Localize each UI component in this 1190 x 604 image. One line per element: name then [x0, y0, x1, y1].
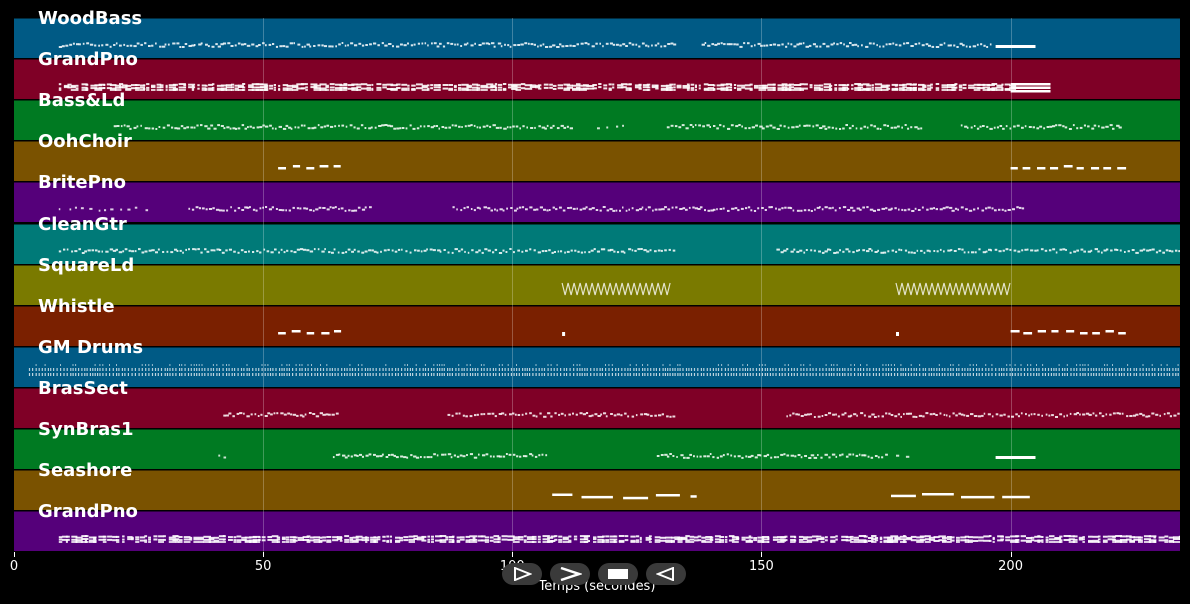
note-segment [58, 83, 1017, 92]
track-row[interactable] [14, 470, 1180, 511]
note-segment [58, 207, 149, 213]
note-segment [960, 124, 1122, 131]
transport-controls [502, 563, 686, 587]
note-segment [1010, 165, 1127, 170]
track-row[interactable] [14, 305, 1180, 346]
track-row[interactable] [14, 100, 1180, 141]
x-tick-label: 0 [9, 559, 19, 574]
x-tick-label: 200 [998, 559, 1023, 574]
grid-line [761, 18, 763, 552]
note-segment [701, 42, 992, 48]
track-row[interactable] [14, 18, 1180, 58]
stop-icon [608, 569, 628, 579]
track-notes [58, 83, 1051, 93]
track-row[interactable] [14, 511, 1180, 552]
note-segment [58, 247, 676, 254]
play-from-start-icon [514, 567, 532, 581]
track-notes [561, 282, 1011, 295]
note-segment [278, 329, 342, 335]
note-segment [278, 165, 341, 170]
track-row[interactable] [14, 223, 1180, 264]
note-segment [58, 535, 1180, 544]
grid-line [512, 18, 514, 552]
play-start-button[interactable] [502, 563, 542, 585]
grid-line [1010, 18, 1012, 552]
note-segment [896, 454, 910, 458]
track-notes [28, 363, 1179, 376]
track-row[interactable] [14, 264, 1180, 305]
x-tick-mark [512, 552, 514, 557]
x-tick-label: 50 [254, 559, 272, 574]
note-segment [776, 247, 1180, 254]
x-tick-mark [1010, 552, 1012, 557]
track-row[interactable] [14, 141, 1180, 182]
rewind-icon [656, 567, 674, 581]
note-segment [562, 331, 566, 336]
note-segment [552, 493, 697, 500]
note-segment [1010, 83, 1051, 93]
track-notes [278, 165, 1127, 170]
play-icon [560, 567, 582, 581]
note-segment [786, 411, 1180, 418]
x-tick-mark [14, 552, 15, 557]
track-row[interactable] [14, 346, 1180, 387]
track-row[interactable] [14, 387, 1180, 428]
note-segment [597, 124, 624, 130]
note-segment [223, 411, 339, 418]
note-segment [995, 456, 1036, 459]
note-segment [188, 206, 372, 213]
track-notes [552, 493, 1030, 500]
x-tick-mark [761, 552, 763, 557]
note-segment [58, 42, 677, 48]
tracks-area[interactable] [14, 18, 1180, 552]
note-segment [447, 411, 676, 418]
track-notes [278, 329, 1126, 336]
note-segment [891, 493, 1030, 499]
track-notes [223, 411, 1180, 418]
track-notes [58, 535, 1180, 544]
note-segment [452, 206, 1025, 213]
play-button[interactable] [550, 563, 590, 585]
track-notes [58, 206, 1025, 213]
x-tick-label: 150 [749, 559, 774, 574]
x-tick-mark [263, 552, 265, 557]
note-segment [896, 331, 899, 336]
note-segment [332, 453, 548, 459]
note-segment [218, 454, 227, 459]
note-segment [666, 124, 923, 131]
note-segment [895, 282, 1011, 295]
track-notes [58, 42, 1036, 48]
note-segment [995, 45, 1036, 48]
note-segment [1010, 329, 1126, 335]
track-row[interactable] [14, 59, 1180, 100]
rewind-button[interactable] [646, 563, 686, 585]
track-notes [113, 124, 1122, 131]
note-segment [28, 363, 1179, 376]
track-row[interactable] [14, 182, 1180, 223]
track-notes [218, 453, 1036, 459]
track-row[interactable] [14, 429, 1180, 469]
note-segment [113, 124, 573, 131]
stop-button[interactable] [598, 563, 638, 585]
note-segment [561, 282, 671, 295]
track-notes [58, 247, 1180, 254]
grid-line [263, 18, 265, 552]
note-segment [656, 453, 888, 459]
